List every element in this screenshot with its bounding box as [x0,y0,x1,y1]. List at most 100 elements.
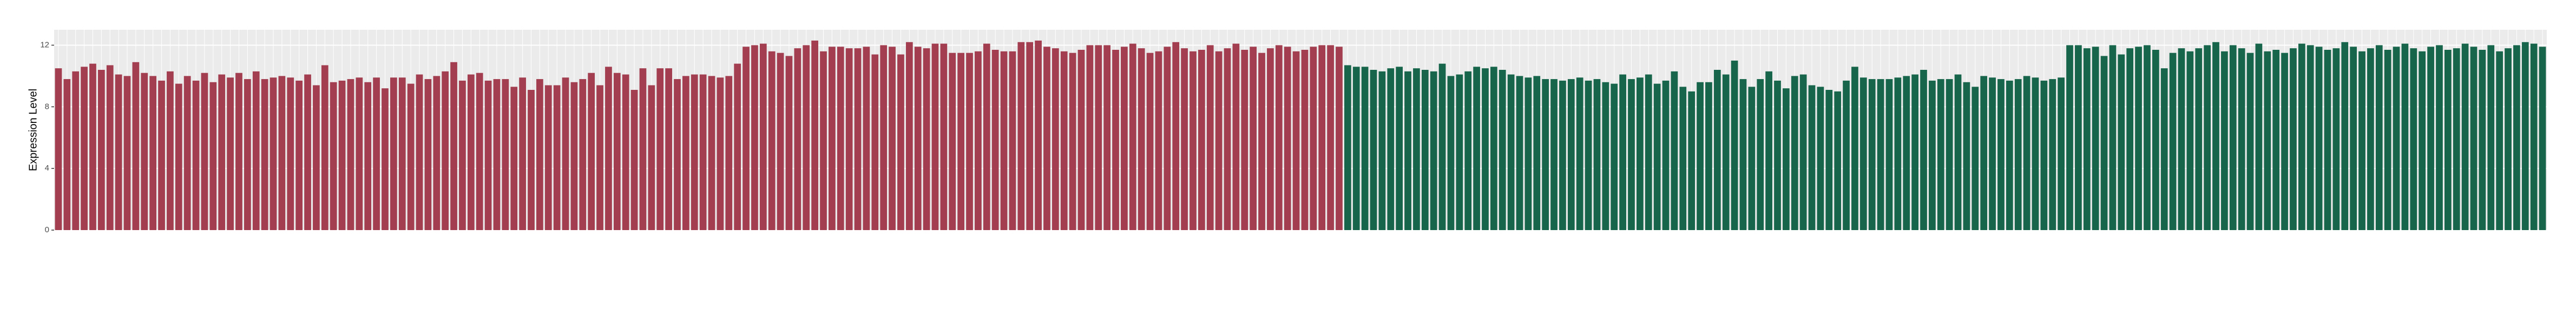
bar [648,85,655,230]
bar [1069,53,1076,230]
bar [854,48,862,231]
bar [742,47,750,231]
bar [364,82,372,230]
bar [2419,51,2426,230]
bar [630,90,638,230]
bar [1799,74,1807,231]
bar [1559,80,1566,230]
bar [106,65,114,230]
bar [579,79,587,231]
bar [1129,43,1136,230]
bar [433,76,441,230]
bar [1103,45,1110,230]
bar [914,47,922,231]
bar [356,77,363,230]
bar [2195,48,2203,231]
bar [1972,87,1979,231]
bar [803,45,810,230]
bar [1611,83,1618,230]
bar [2264,51,2271,230]
bar [235,73,242,230]
bar [811,40,818,230]
bar [2479,50,2486,230]
bar [1164,47,1171,231]
bar [2315,47,2323,231]
bar [1963,82,1970,230]
bar [2126,48,2134,231]
bar [639,68,647,231]
bar [845,48,853,231]
bar [2083,48,2091,231]
bar [2496,51,2503,230]
bar [2109,45,2117,230]
bar [502,79,509,231]
bar [2410,48,2417,231]
bar [940,43,948,230]
bar [261,79,268,231]
bar [553,85,561,230]
bar [2487,45,2495,230]
bar [1258,53,1265,230]
bar [1077,50,1085,230]
y-axis-label: Expression Level [27,89,39,171]
bar [1206,45,1214,230]
bar [622,74,629,231]
bar [1060,51,1068,230]
bar [1301,50,1309,230]
bar [1516,76,1523,230]
bar [1593,79,1601,231]
bar [149,76,157,230]
bar [2453,48,2460,231]
bar [132,62,140,231]
bar [768,51,776,230]
bar [2058,77,2065,230]
bar [2221,51,2228,230]
bar [1739,79,1747,231]
bar [905,42,913,231]
bar [691,74,698,231]
bar [759,43,767,230]
bar [2169,53,2177,230]
bar [2298,43,2305,230]
bar [2229,45,2237,230]
bar [2384,50,2391,230]
bar [89,63,96,230]
bar [2075,45,2082,230]
bar [1645,74,1652,231]
bar [295,80,303,230]
bar [2470,47,2478,231]
bar [2246,53,2254,230]
bar [338,80,346,230]
bar [1224,48,1231,231]
bar [2049,79,2056,231]
bar [192,80,200,230]
bar [278,76,286,230]
bar [416,74,423,231]
bar [424,79,432,231]
bar [484,80,492,230]
bar [81,67,88,231]
bar [1499,70,1506,230]
bar [1447,76,1455,230]
bar [2539,47,2546,231]
bar [1009,51,1016,230]
bar [493,79,501,231]
bar [829,47,836,231]
bar [450,62,457,231]
bar [1404,71,1411,230]
bar [751,45,758,230]
bar [1387,68,1395,231]
bar [1318,45,1326,230]
bar [1241,50,1248,230]
bar [1250,47,1257,231]
bar [398,77,406,230]
bar [717,77,724,230]
bar [1275,45,1283,230]
bar [966,53,973,230]
bar [570,82,578,230]
bar [330,82,337,230]
bar [596,85,603,230]
bar [1937,79,1944,231]
bar [2350,47,2357,231]
bar [1507,74,1515,231]
